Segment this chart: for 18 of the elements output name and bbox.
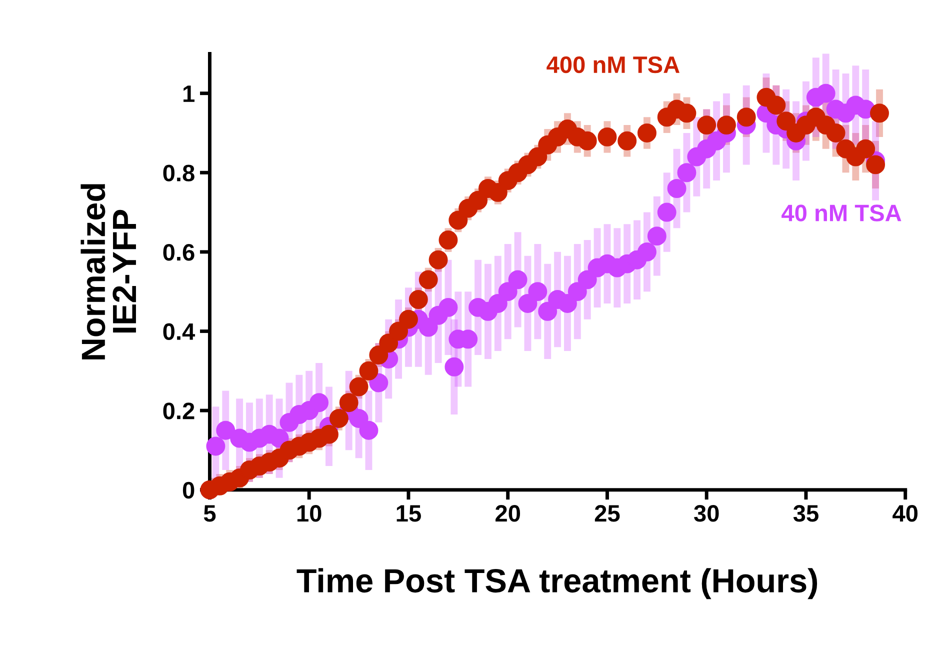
x-tick-label: 20 (496, 505, 520, 522)
y-tick-label: 0 (182, 482, 194, 499)
x-tick-label: 25 (594, 505, 620, 522)
x-axis-title: Time Post TSA treatment (Hours) (296, 568, 818, 600)
y-tick-label: 0.2 (163, 402, 194, 420)
x-tick-label: 15 (396, 505, 421, 522)
x-tick-label: 10 (297, 505, 322, 522)
x-tick-label: 5 (204, 505, 216, 522)
y-tick-label: 0.8 (163, 164, 194, 182)
y-tick-label: 0.4 (163, 323, 196, 340)
y-axis-title: Normalized IE2-YFP (80, 184, 136, 360)
series-label: 400 nM TSA (546, 56, 680, 74)
y-tick-label: 0.6 (163, 244, 194, 261)
x-tick-label: 35 (793, 505, 818, 522)
y-tick-label: 1 (184, 86, 194, 102)
x-tick-label: 40 (892, 505, 918, 522)
x-tick-label: 30 (694, 505, 719, 522)
series-label: 40 nM TSA (782, 204, 902, 222)
